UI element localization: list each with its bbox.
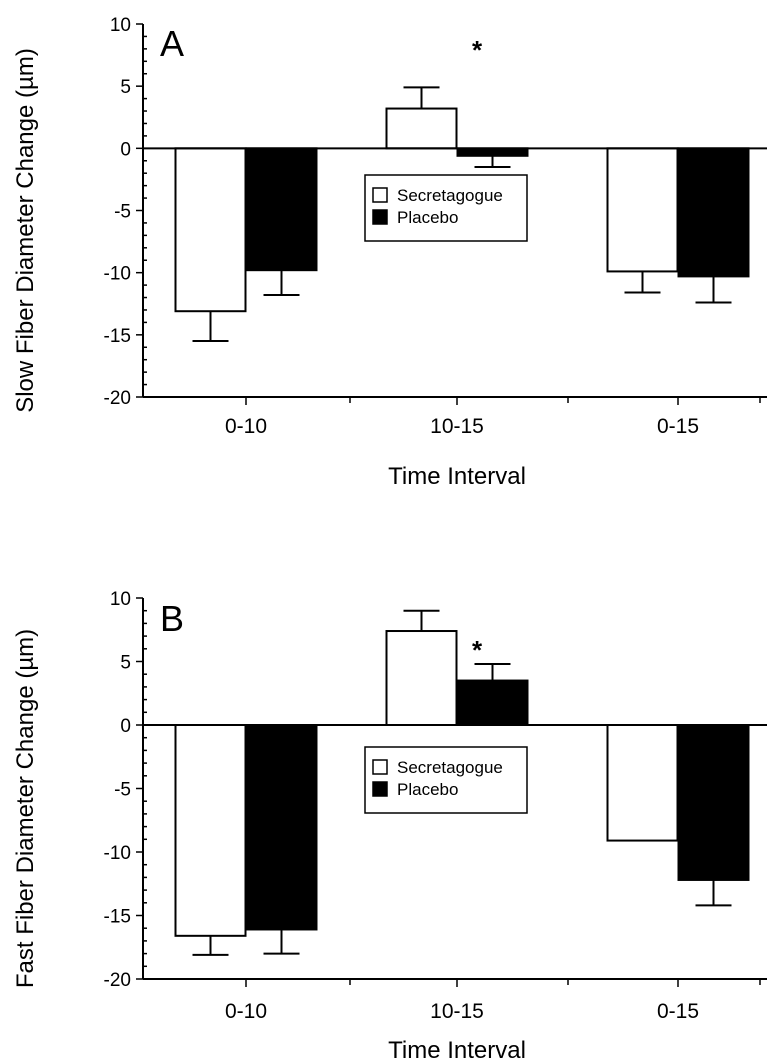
y-tick-label: -15 <box>104 907 131 928</box>
panel-a: 10 5 0 -5 -10 -15 -20 0-10 10-15 0-15 Time Interva… <box>12 15 767 490</box>
y-tick-label: 5 <box>120 653 131 674</box>
y-tick-label: 0 <box>120 716 131 737</box>
legend-label-placebo: Placebo <box>397 208 458 227</box>
y-tick-label: -15 <box>104 326 131 347</box>
bar-placebo-0-15 <box>677 724 750 881</box>
bar-placebo-0-10 <box>245 724 318 931</box>
y-tick-label: 10 <box>110 15 131 36</box>
legend-swatch-placebo <box>372 781 388 797</box>
y-tick-label: -20 <box>104 388 131 409</box>
y-tick-label: -5 <box>114 780 131 801</box>
legend-box <box>364 174 528 242</box>
bar-secretagogue-0-15 <box>606 724 679 842</box>
bar-secretagogue-10-15 <box>385 630 458 727</box>
y-tick-label: -10 <box>104 843 131 864</box>
y-axis-title: Fast Fiber Diameter Change (µm) <box>12 629 39 988</box>
bar-secretagogue-0-10 <box>174 147 247 313</box>
x-axis-title: Time Interval <box>388 1037 526 1063</box>
significance-marker: * <box>472 635 483 665</box>
legend-label-placebo: Placebo <box>397 780 458 799</box>
bar-secretagogue-0-10 <box>174 724 247 937</box>
legend-box <box>364 746 528 814</box>
bar-placebo-0-15 <box>677 147 750 278</box>
x-tick-label: 0-10 <box>225 415 267 438</box>
x-tick-label: 0-10 <box>225 1000 267 1023</box>
panel-label: A <box>160 23 184 64</box>
panel-label: B <box>160 598 184 639</box>
legend-label-secretagogue: Secretagogue <box>397 186 503 205</box>
x-tick-label: 0-15 <box>657 1000 699 1023</box>
y-tick-label: -5 <box>114 202 131 223</box>
x-axis-title: Time Interval <box>388 463 526 490</box>
x-tick-label: 0-15 <box>657 415 699 438</box>
legend-swatch-secretagogue <box>372 759 388 775</box>
bar-placebo-0-10 <box>245 147 318 272</box>
bar-placebo-10-15 <box>456 147 529 157</box>
legend-swatch-secretagogue <box>372 187 388 203</box>
y-axis-title: Slow Fiber Diameter Change (µm) <box>12 48 39 413</box>
x-tick-label: 10-15 <box>430 415 484 438</box>
legend-swatch-placebo <box>372 209 388 225</box>
y-tick-label: 0 <box>120 139 131 160</box>
significance-marker: * <box>472 35 483 65</box>
y-tick-label: 5 <box>120 77 131 98</box>
legend-label-secretagogue: Secretagogue <box>397 758 503 777</box>
y-tick-label: -10 <box>104 264 131 285</box>
y-tick-label: -20 <box>104 970 131 991</box>
y-tick-label: 10 <box>110 589 131 610</box>
panel-b: 10 5 0 -5 -10 -15 -20 0-10 10-15 0-15 Time Interva… <box>12 589 767 1063</box>
bar-secretagogue-0-15 <box>606 147 679 273</box>
bar-secretagogue-10-15 <box>385 107 458 150</box>
x-tick-label: 10-15 <box>430 1000 484 1023</box>
bar-placebo-10-15 <box>456 679 529 726</box>
